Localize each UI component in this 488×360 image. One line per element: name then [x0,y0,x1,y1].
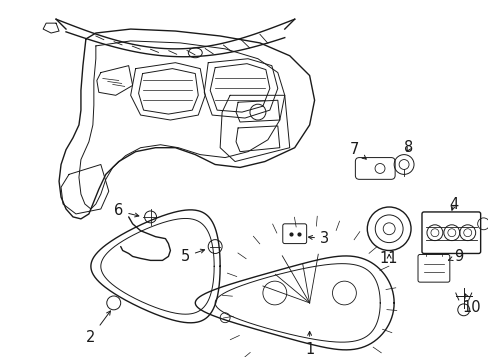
Text: 5: 5 [181,249,204,264]
Text: 4: 4 [448,197,457,212]
Text: 9: 9 [447,249,463,264]
Text: 6: 6 [114,203,139,219]
Text: 1: 1 [305,332,314,357]
Text: 3: 3 [308,231,328,246]
Text: 10: 10 [462,294,480,315]
Text: 11: 11 [379,251,398,266]
Text: 7: 7 [349,142,366,159]
Text: 8: 8 [404,140,413,155]
Text: 2: 2 [86,311,110,345]
